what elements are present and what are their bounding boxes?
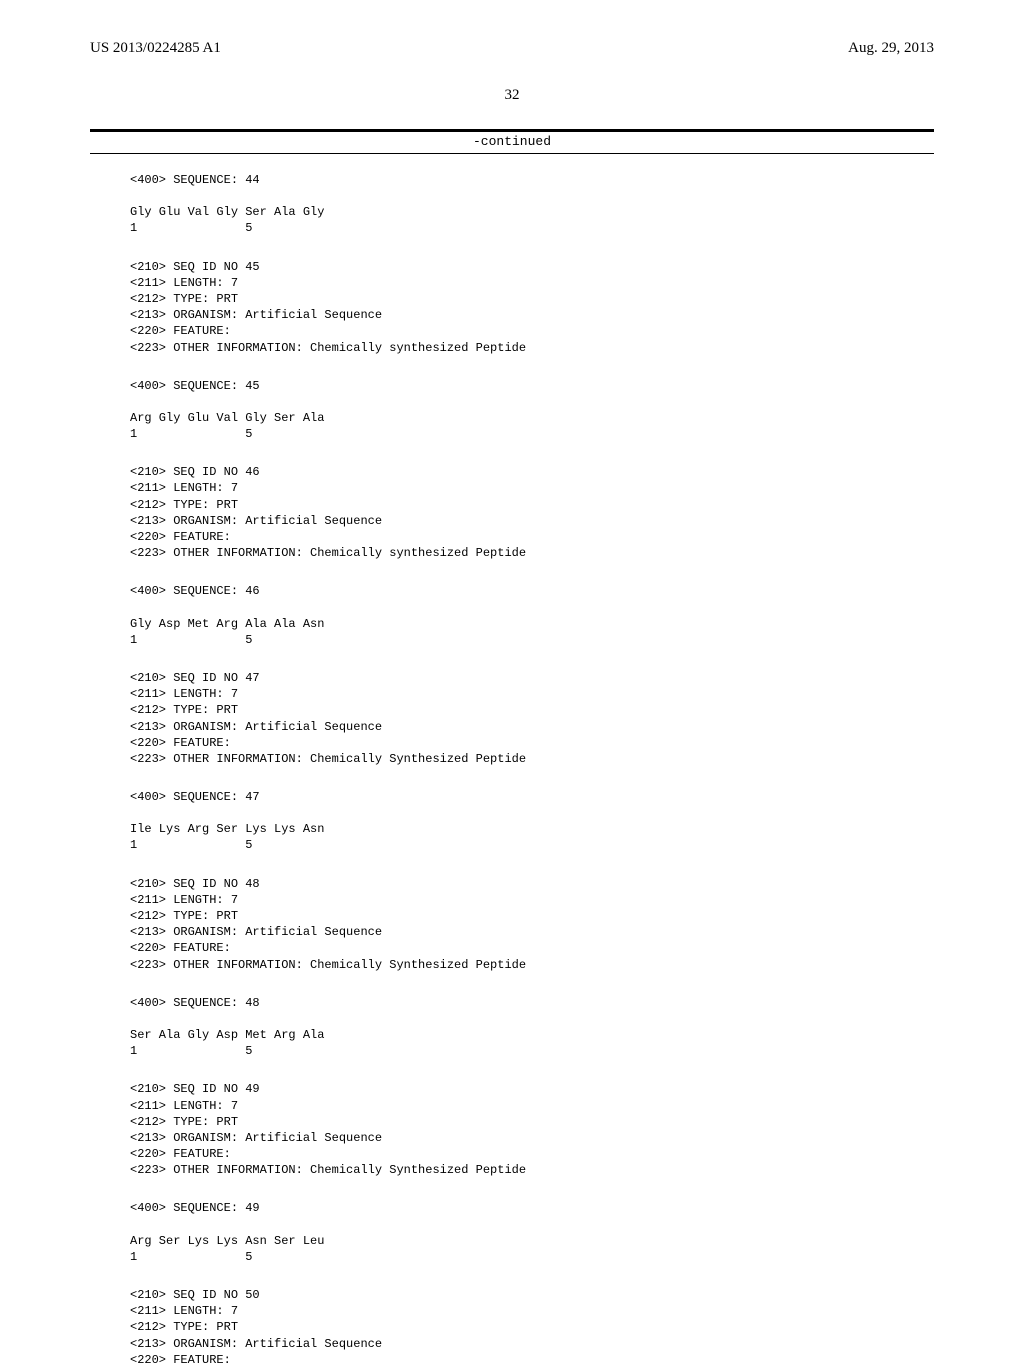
metadata-line: <212> TYPE: PRT bbox=[130, 702, 934, 718]
sequence-block: <210> SEQ ID NO 47<211> LENGTH: 7<212> T… bbox=[130, 670, 934, 767]
metadata-line: <223> OTHER INFORMATION: Chemically Synt… bbox=[130, 957, 934, 973]
metadata-line: <213> ORGANISM: Artificial Sequence bbox=[130, 513, 934, 529]
sequence-block: <400> SEQUENCE: 47 Ile Lys Arg Ser Lys Ly… bbox=[130, 789, 934, 854]
spacer bbox=[130, 1217, 934, 1231]
divider-bottom bbox=[90, 153, 934, 154]
sequence-header-line: <400> SEQUENCE: 49 bbox=[130, 1200, 934, 1216]
sequence-block: <400> SEQUENCE: 49 Arg Ser Lys Lys Asn Se… bbox=[130, 1200, 934, 1265]
sequence-block: <210> SEQ ID NO 50<211> LENGTH: 7<212> T… bbox=[130, 1287, 934, 1368]
positions-line: 1 5 bbox=[130, 837, 934, 853]
residues-line: Arg Gly Glu Val Gly Ser Ala bbox=[130, 410, 934, 426]
metadata-line: <210> SEQ ID NO 46 bbox=[130, 464, 934, 480]
residues-line: Arg Ser Lys Lys Asn Ser Leu bbox=[130, 1233, 934, 1249]
spacer bbox=[130, 1011, 934, 1025]
metadata-line: <213> ORGANISM: Artificial Sequence bbox=[130, 1130, 934, 1146]
sequence-header-line: <400> SEQUENCE: 48 bbox=[130, 995, 934, 1011]
sequence-block: <210> SEQ ID NO 45<211> LENGTH: 7<212> T… bbox=[130, 259, 934, 356]
residues-line: Ile Lys Arg Ser Lys Lys Asn bbox=[130, 821, 934, 837]
metadata-line: <220> FEATURE: bbox=[130, 323, 934, 339]
page-header: US 2013/0224285 A1 Aug. 29, 2013 bbox=[90, 40, 934, 57]
spacer bbox=[130, 600, 934, 614]
sequence-listing-content: <400> SEQUENCE: 44 Gly Glu Val Gly Ser Al… bbox=[90, 172, 934, 1368]
positions-line: 1 5 bbox=[130, 1249, 934, 1265]
metadata-line: <212> TYPE: PRT bbox=[130, 1114, 934, 1130]
metadata-line: <213> ORGANISM: Artificial Sequence bbox=[130, 307, 934, 323]
continued-label: -continued bbox=[90, 134, 934, 149]
residues-line: Gly Glu Val Gly Ser Ala Gly bbox=[130, 204, 934, 220]
sequence-block: <400> SEQUENCE: 45 Arg Gly Glu Val Gly Se… bbox=[130, 378, 934, 443]
sequence-header-line: <400> SEQUENCE: 46 bbox=[130, 583, 934, 599]
metadata-line: <213> ORGANISM: Artificial Sequence bbox=[130, 719, 934, 735]
metadata-line: <220> FEATURE: bbox=[130, 1146, 934, 1162]
spacer bbox=[130, 188, 934, 202]
residues-line: Gly Asp Met Arg Ala Ala Asn bbox=[130, 616, 934, 632]
metadata-line: <220> FEATURE: bbox=[130, 1352, 934, 1368]
page-number: 32 bbox=[90, 87, 934, 104]
sequence-block: <210> SEQ ID NO 49<211> LENGTH: 7<212> T… bbox=[130, 1081, 934, 1178]
metadata-line: <223> OTHER INFORMATION: Chemically Synt… bbox=[130, 751, 934, 767]
metadata-line: <212> TYPE: PRT bbox=[130, 497, 934, 513]
metadata-line: <223> OTHER INFORMATION: Chemically synt… bbox=[130, 340, 934, 356]
sequence-header-line: <400> SEQUENCE: 45 bbox=[130, 378, 934, 394]
residues-line: Ser Ala Gly Asp Met Arg Ala bbox=[130, 1027, 934, 1043]
metadata-line: <210> SEQ ID NO 45 bbox=[130, 259, 934, 275]
sequence-header-line: <400> SEQUENCE: 44 bbox=[130, 172, 934, 188]
spacer bbox=[130, 394, 934, 408]
sequence-block: <210> SEQ ID NO 46<211> LENGTH: 7<212> T… bbox=[130, 464, 934, 561]
metadata-line: <210> SEQ ID NO 48 bbox=[130, 876, 934, 892]
metadata-line: <212> TYPE: PRT bbox=[130, 291, 934, 307]
metadata-line: <223> OTHER INFORMATION: Chemically Synt… bbox=[130, 1162, 934, 1178]
divider-top bbox=[90, 129, 934, 132]
metadata-line: <213> ORGANISM: Artificial Sequence bbox=[130, 1336, 934, 1352]
metadata-line: <210> SEQ ID NO 47 bbox=[130, 670, 934, 686]
metadata-line: <211> LENGTH: 7 bbox=[130, 892, 934, 908]
metadata-line: <220> FEATURE: bbox=[130, 529, 934, 545]
metadata-line: <212> TYPE: PRT bbox=[130, 908, 934, 924]
metadata-line: <210> SEQ ID NO 49 bbox=[130, 1081, 934, 1097]
sequence-block: <400> SEQUENCE: 44 Gly Glu Val Gly Ser Al… bbox=[130, 172, 934, 237]
metadata-line: <211> LENGTH: 7 bbox=[130, 1303, 934, 1319]
positions-line: 1 5 bbox=[130, 426, 934, 442]
metadata-line: <223> OTHER INFORMATION: Chemically synt… bbox=[130, 545, 934, 561]
positions-line: 1 5 bbox=[130, 1043, 934, 1059]
metadata-line: <210> SEQ ID NO 50 bbox=[130, 1287, 934, 1303]
positions-line: 1 5 bbox=[130, 632, 934, 648]
metadata-line: <220> FEATURE: bbox=[130, 735, 934, 751]
sequence-block: <210> SEQ ID NO 48<211> LENGTH: 7<212> T… bbox=[130, 876, 934, 973]
publication-number: US 2013/0224285 A1 bbox=[90, 40, 221, 57]
metadata-line: <211> LENGTH: 7 bbox=[130, 1098, 934, 1114]
metadata-line: <211> LENGTH: 7 bbox=[130, 275, 934, 291]
sequence-block: <400> SEQUENCE: 46 Gly Asp Met Arg Ala Al… bbox=[130, 583, 934, 648]
positions-line: 1 5 bbox=[130, 220, 934, 236]
metadata-line: <213> ORGANISM: Artificial Sequence bbox=[130, 924, 934, 940]
metadata-line: <212> TYPE: PRT bbox=[130, 1319, 934, 1335]
spacer bbox=[130, 805, 934, 819]
metadata-line: <220> FEATURE: bbox=[130, 940, 934, 956]
sequence-block: <400> SEQUENCE: 48 Ser Ala Gly Asp Met Ar… bbox=[130, 995, 934, 1060]
publication-date: Aug. 29, 2013 bbox=[848, 40, 934, 57]
metadata-line: <211> LENGTH: 7 bbox=[130, 480, 934, 496]
sequence-header-line: <400> SEQUENCE: 47 bbox=[130, 789, 934, 805]
metadata-line: <211> LENGTH: 7 bbox=[130, 686, 934, 702]
